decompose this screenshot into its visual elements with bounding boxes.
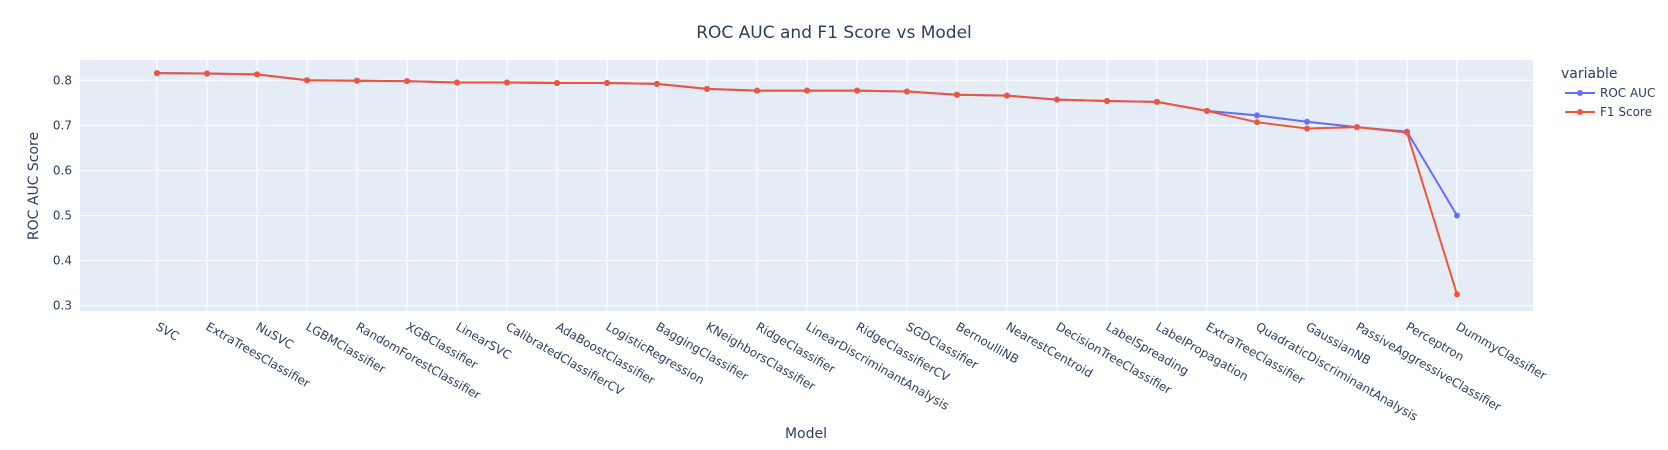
data-point-f1-score[interactable] — [1304, 125, 1310, 132]
y-tick-label: 0.6 — [53, 163, 72, 177]
data-point-f1-score[interactable] — [1354, 124, 1360, 131]
data-point-roc-auc[interactable] — [1454, 212, 1460, 219]
data-point-roc-auc[interactable] — [1254, 112, 1260, 119]
data-point-f1-score[interactable] — [1004, 92, 1010, 99]
x-grid — [156, 60, 1458, 311]
data-point-f1-score[interactable] — [1104, 98, 1110, 105]
data-point-f1-score[interactable] — [204, 70, 210, 77]
y-tick-label: 0.5 — [53, 208, 72, 222]
chart-title: ROC AUC and F1 Score vs Model — [696, 23, 972, 43]
data-point-f1-score[interactable] — [1204, 107, 1210, 114]
data-point-f1-score[interactable] — [554, 79, 560, 86]
y-axis-title: ROC AUC Score — [26, 132, 42, 240]
data-point-roc-auc[interactable] — [1304, 118, 1310, 125]
data-point-f1-score[interactable] — [304, 77, 310, 84]
data-point-f1-score[interactable] — [1154, 98, 1160, 105]
data-point-f1-score[interactable] — [604, 79, 610, 86]
legend: variable ROC AUC F1 Score — [1561, 66, 1655, 119]
y-tick-label: 0.4 — [53, 254, 72, 268]
data-point-f1-score[interactable] — [854, 87, 860, 94]
data-point-f1-score[interactable] — [954, 91, 960, 98]
x-tick-label: DummyClassifier — [1454, 319, 1549, 382]
series-f1-score — [154, 70, 1460, 298]
x-tick-label: NearestCentroid — [1004, 319, 1096, 380]
data-point-f1-score[interactable] — [254, 71, 260, 78]
data-point-f1-score[interactable] — [1254, 119, 1260, 126]
x-axis-title: Model — [785, 426, 827, 442]
data-point-f1-score[interactable] — [454, 79, 460, 86]
data-point-f1-score[interactable] — [1054, 96, 1060, 103]
x-tick-label: SVC — [154, 319, 182, 343]
data-point-f1-score[interactable] — [154, 70, 160, 77]
series-layer — [154, 70, 1460, 298]
data-point-f1-score[interactable] — [354, 77, 360, 84]
y-tick-labels: 0.3 0.4 0.5 0.6 0.7 0.8 — [53, 73, 72, 312]
legend-title: variable — [1561, 66, 1617, 82]
legend-f1-score-marker — [1577, 109, 1583, 115]
data-point-f1-score[interactable] — [1454, 291, 1460, 298]
legend-roc-auc-label: ROC AUC — [1600, 86, 1655, 100]
legend-roc-auc-marker — [1577, 90, 1583, 96]
y-tick-label: 0.7 — [53, 118, 72, 132]
data-point-f1-score[interactable] — [404, 78, 410, 85]
data-point-f1-score[interactable] — [1404, 129, 1410, 136]
data-point-f1-score[interactable] — [904, 88, 910, 95]
y-tick-label: 0.8 — [53, 73, 72, 87]
data-point-f1-score[interactable] — [704, 85, 710, 92]
legend-f1-score-label: F1 Score — [1600, 105, 1652, 119]
legend-item-f1-score[interactable]: F1 Score — [1565, 105, 1652, 119]
legend-item-roc-auc[interactable]: ROC AUC — [1565, 86, 1655, 100]
data-point-f1-score[interactable] — [754, 87, 760, 94]
data-point-f1-score[interactable] — [804, 87, 810, 94]
data-point-f1-score[interactable] — [504, 79, 510, 86]
y-tick-label: 0.3 — [53, 299, 72, 313]
data-point-f1-score[interactable] — [654, 80, 660, 87]
